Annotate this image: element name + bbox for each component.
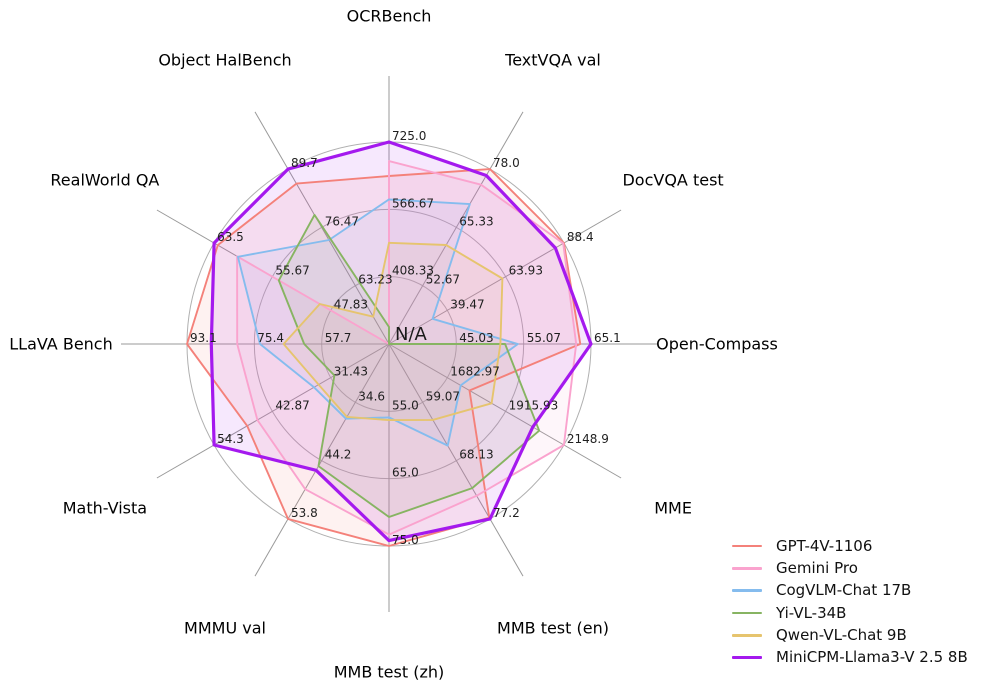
- legend-item-qwen-vl-chat-9b: Qwen-VL-Chat 9B: [732, 624, 968, 646]
- series-fill-minicpm-llama3-v-2-5-8b: [211, 142, 592, 541]
- axis-spoke: [388, 111, 524, 345]
- tick-label: 52.67: [426, 273, 460, 287]
- axis-label-open-compass: Open-Compass: [656, 335, 778, 354]
- tick-label: 75.0: [392, 533, 419, 547]
- series-fill-gpt-4v-1106: [187, 169, 581, 546]
- legend-item-minicpm-llama3-v-2-5-8b: MiniCPM-Llama3-V 2.5 8B: [732, 646, 968, 668]
- legend-line-icon: [732, 634, 762, 637]
- legend-label: Gemini Pro: [776, 558, 858, 577]
- legend-line-icon: [732, 611, 762, 615]
- axis-spoke: [388, 343, 524, 577]
- tick-label: 53.8: [291, 506, 318, 520]
- tick-label: 63.23: [358, 273, 392, 287]
- series-line-minicpm-llama3-v-2-5-8b: [209, 140, 593, 543]
- tick-label: 725.0: [392, 129, 426, 143]
- series-line-cogvlm-chat-17b: [236, 198, 519, 447]
- tick-label: 68.13: [459, 448, 493, 462]
- tick-label: 55.0: [392, 398, 419, 412]
- tick-label: 42.87: [275, 398, 309, 412]
- legend-item-yi-vl-34b: Yi-VL-34B: [732, 602, 968, 624]
- series-line-qwen-vl-chat-9b: [282, 241, 504, 422]
- tick-label: 34.6: [358, 389, 385, 403]
- tick-label: 55.67: [275, 264, 309, 278]
- series-fill-yi-vl-34b: [278, 214, 540, 517]
- axis-label-mmb-test-zh-: MMB test (zh): [334, 663, 445, 682]
- legend: GPT-4V-1106 Gemini Pro CogVLM-Chat 17B Yi-V…: [732, 535, 968, 669]
- tick-label: 2148.9: [567, 432, 609, 446]
- tick-label: 76.47: [325, 214, 359, 228]
- center-na-label: N/A: [395, 324, 428, 345]
- legend-line-icon: [732, 567, 762, 570]
- axis-spoke: [254, 111, 390, 345]
- legend-label: Yi-VL-34B: [776, 603, 847, 622]
- tick-label: 65.0: [392, 466, 419, 480]
- series-line-yi-vl-34b: [277, 213, 541, 518]
- tick-label: 75.4: [257, 331, 284, 345]
- axis-label-mme: MME: [654, 499, 692, 518]
- tick-label: 566.67: [392, 196, 434, 210]
- tick-label: 93.1: [190, 331, 217, 345]
- tick-label: 63.93: [509, 264, 543, 278]
- axis-label-ocrbench: OCRBench: [347, 7, 432, 26]
- legend-label: Qwen-VL-Chat 9B: [776, 625, 907, 644]
- tick-label: 31.43: [334, 365, 368, 379]
- axis-label-realworld-qa: RealWorld QA: [50, 171, 159, 190]
- tick-label: 55.07: [527, 331, 561, 345]
- axis-label-textvqa-val: TextVQA val: [504, 50, 601, 69]
- tick-label: 65.33: [459, 214, 493, 228]
- legend-line-icon: [732, 655, 762, 660]
- tick-label: 63.5: [217, 230, 244, 244]
- axis-spoke: [254, 343, 390, 577]
- series-fill-qwen-vl-chat-9b: [283, 242, 503, 421]
- tick-label: 65.1: [594, 331, 621, 345]
- tick-label: 59.07: [426, 389, 460, 403]
- axis-label-math-vista: Math-Vista: [63, 499, 147, 518]
- axis-label-mmmu-val: MMMU val: [184, 619, 266, 638]
- tick-label: 77.2: [493, 506, 520, 520]
- legend-item-cogvlm-chat-17b: CogVLM-Chat 17B: [732, 580, 968, 602]
- tick-label: 1915.93: [509, 398, 559, 412]
- tick-label: 1682.97: [450, 365, 500, 379]
- tick-label: 39.47: [450, 297, 484, 311]
- axis-spoke: [388, 209, 622, 345]
- series-fill-cogvlm-chat-17b: [237, 199, 518, 446]
- legend-label: GPT-4V-1106: [776, 536, 873, 555]
- axis-spoke: [388, 343, 622, 479]
- legend-item-gemini-pro: Gemini Pro: [732, 557, 968, 579]
- legend-label: CogVLM-Chat 17B: [776, 581, 912, 600]
- tick-label: 57.7: [325, 331, 352, 345]
- axis-label-object-halbench: Object HalBench: [158, 50, 291, 69]
- axis-label-mmb-test-en-: MMB test (en): [497, 619, 609, 638]
- legend-label: MiniCPM-Llama3-V 2.5 8B: [776, 648, 968, 667]
- legend-item-gpt-4v-1106: GPT-4V-1106: [732, 535, 968, 557]
- tick-label: 44.2: [325, 448, 352, 462]
- axis-label-docvqa-test: DocVQA test: [622, 171, 723, 190]
- tick-label: 89.7: [291, 156, 318, 170]
- tick-label: 47.83: [334, 297, 368, 311]
- tick-label: 54.3: [217, 432, 244, 446]
- legend-line-icon: [732, 544, 762, 548]
- legend-line-icon: [732, 589, 762, 593]
- axis-label-llava-bench: LLaVA Bench: [9, 335, 112, 354]
- tick-label: 88.4: [567, 230, 594, 244]
- tick-label: 408.33: [392, 264, 434, 278]
- axis-spoke: [156, 343, 390, 479]
- tick-label: 78.0: [493, 156, 520, 170]
- tick-label: 45.03: [459, 331, 493, 345]
- series-fill-gemini-pro: [237, 161, 577, 535]
